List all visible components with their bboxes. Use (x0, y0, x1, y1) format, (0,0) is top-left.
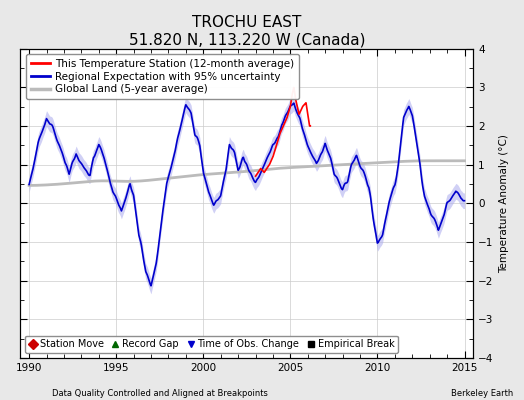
Legend: Station Move, Record Gap, Time of Obs. Change, Empirical Break: Station Move, Record Gap, Time of Obs. C… (25, 336, 398, 353)
Title: TROCHU EAST
51.820 N, 113.220 W (Canada): TROCHU EAST 51.820 N, 113.220 W (Canada) (128, 15, 365, 47)
Text: Berkeley Earth: Berkeley Earth (451, 389, 514, 398)
Y-axis label: Temperature Anomaly (°C): Temperature Anomaly (°C) (499, 134, 509, 273)
Text: Data Quality Controlled and Aligned at Breakpoints: Data Quality Controlled and Aligned at B… (52, 389, 268, 398)
